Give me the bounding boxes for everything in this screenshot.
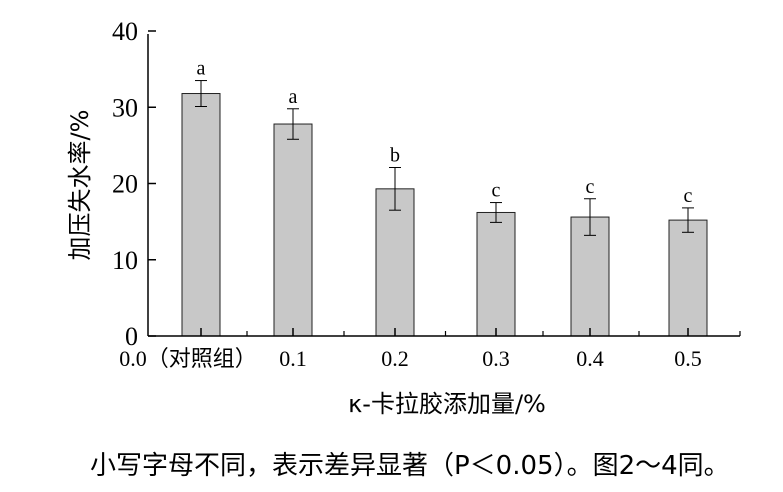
- y-tick-label: 0: [125, 322, 138, 351]
- bar: [570, 216, 610, 337]
- x-tick-label: 0.0（对照组）: [119, 346, 257, 371]
- significance-label: c: [586, 176, 595, 198]
- significance-label: a: [197, 58, 206, 80]
- bar: [668, 219, 708, 337]
- significance-label: c: [492, 180, 501, 202]
- x-tick-label: 0.1: [279, 346, 307, 371]
- bar: [273, 123, 313, 337]
- x-tick-label: 0.4: [576, 346, 604, 371]
- x-ticks-group: 0.0（对照组） 0.1 0.2 0.3 0.4 0.5: [119, 328, 741, 371]
- bars-group: [181, 93, 708, 337]
- bar: [476, 211, 516, 337]
- y-tick-label: 10: [112, 246, 138, 275]
- significance-label: c: [684, 185, 693, 207]
- y-tick-label: 30: [112, 93, 138, 122]
- x-tick-label: 0.2: [381, 346, 409, 371]
- y-tick-label: 20: [112, 170, 138, 199]
- x-axis-label: κ-卡拉胶添加量/%: [348, 390, 546, 418]
- y-ticks-group: 0 10 20 30 40: [112, 17, 156, 351]
- footnote: 小写字母不同，表示差异显著（P＜0.05）。图2～4同。: [90, 451, 730, 481]
- significance-label: b: [390, 144, 400, 166]
- y-axis-label: 加压失水率/%: [66, 110, 94, 261]
- significance-label: a: [289, 86, 298, 108]
- x-tick-label: 0.5: [674, 346, 702, 371]
- bar: [375, 188, 415, 337]
- significance-labels-group: a a b c c c: [197, 58, 693, 207]
- bar: [181, 93, 221, 337]
- y-tick-label: 40: [112, 17, 138, 46]
- error-bars-group: [195, 80, 694, 236]
- bar-chart: a a b c c c 0 10 20 30 40 0.0（对照组） 0.1 0.2 0.3 0.4 0.5…: [66, 17, 741, 418]
- x-tick-label: 0.3: [482, 346, 510, 371]
